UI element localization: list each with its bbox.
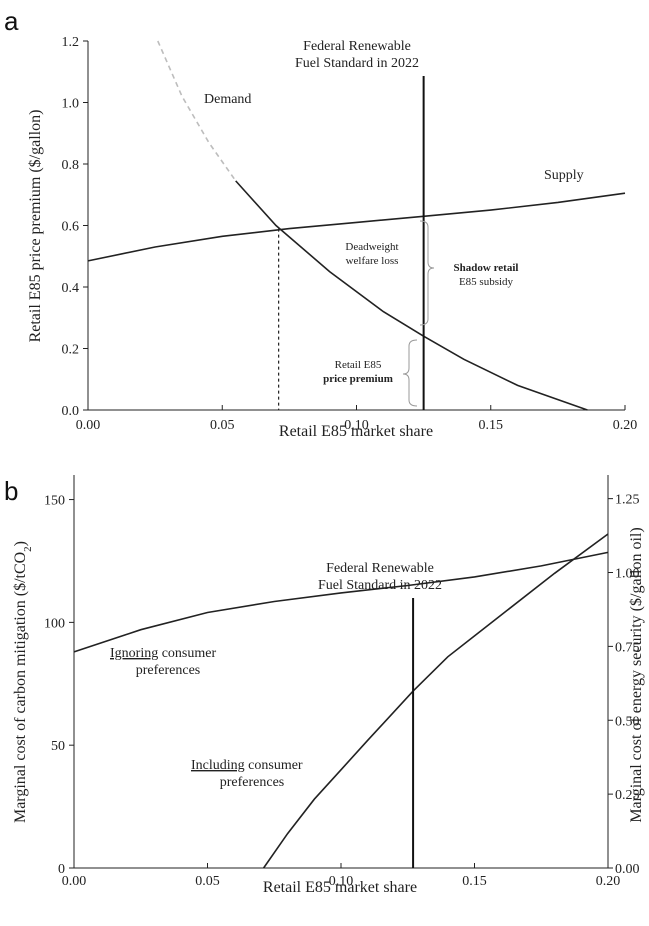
panel-a-demand-label: Demand bbox=[204, 92, 251, 107]
panel-a-x-tick-label: 0.00 bbox=[76, 418, 101, 433]
panel-a-y-tick-label: 0.0 bbox=[62, 404, 80, 419]
panel-b-x-tick-label: 0.20 bbox=[596, 874, 621, 889]
panel-b-ignoring-label-1: Ignoring consumer bbox=[110, 646, 216, 661]
panel-a-supply-label: Supply bbox=[544, 168, 584, 183]
panel-a-subsidy-label-2: E85 subsidy bbox=[459, 276, 514, 288]
panel-a-demand-extrapolated-line bbox=[157, 40, 237, 182]
panel-b-mandate-label-2: Fuel Standard in 2022 bbox=[318, 578, 442, 593]
panel-a-x-ticks: 0.00 0.05 0.10 0.15 0.20 bbox=[76, 405, 638, 433]
panel-b-ignoring-rest: consumer bbox=[158, 646, 216, 661]
panel-a-y-tick-label: 0.4 bbox=[62, 281, 80, 296]
panel-b-y2-tick-label: 1.25 bbox=[615, 493, 640, 508]
panel-b-including-rest: consumer bbox=[245, 758, 303, 773]
panel-a-plot: 0.00 0.05 0.10 0.15 0.20 0.0 0.2 0.4 0.6 0.8 1.0 1… bbox=[27, 35, 637, 440]
panel-a-demand-line bbox=[235, 180, 588, 411]
panel-a-y-tick-label: 1.2 bbox=[62, 35, 80, 50]
panel-b-y-axis-label-sub: 2 bbox=[22, 546, 34, 552]
panel-a-x-tick-label: 0.05 bbox=[210, 418, 235, 433]
panel-b-y2-tick-label: 1.00 bbox=[615, 567, 640, 582]
panel-a-dwl-label-1: Deadweight bbox=[345, 241, 398, 253]
panel-b-y2-tick-label: 0.50 bbox=[615, 714, 640, 729]
panel-b-y2-tick-label: 0.25 bbox=[615, 788, 640, 803]
panel-a-y-axis-label: Retail E85 price premium ($/gallon) bbox=[27, 110, 44, 343]
panel-b-including-label-1: Including consumer bbox=[191, 758, 303, 773]
panel-a-supply-line bbox=[87, 192, 626, 262]
panel-a-mandate-label-1: Federal Renewable bbox=[303, 39, 411, 54]
panel-a-y-tick-label: 1.0 bbox=[62, 97, 80, 112]
panel-a-subsidy-label-1: Shadow retail bbox=[454, 262, 519, 274]
panel-b-y2-axis-label: Marginal cost of energy security ($/gall… bbox=[628, 527, 645, 822]
panel-b-y-tick-label: 100 bbox=[44, 616, 65, 631]
panel-b-x-tick-label: 0.05 bbox=[195, 874, 220, 889]
panel-b-x-tick-label: 0.15 bbox=[462, 874, 487, 889]
panel-a-subsidy-brace bbox=[419, 220, 435, 326]
panel-b-y-ticks: 0 50 100 150 bbox=[44, 494, 74, 877]
panel-b-y-axis-label: Marginal cost of carbon mitigation ($/tC… bbox=[12, 541, 34, 823]
panel-b-including-line bbox=[262, 533, 609, 869]
panel-a-y-ticks: 0.0 0.2 0.4 0.6 0.8 1.0 1.2 bbox=[62, 35, 88, 419]
panel-b-y-axis-label-close: ) bbox=[12, 541, 29, 546]
panel-b-y-tick-label: 0 bbox=[58, 862, 65, 877]
panel-a-letter: a bbox=[4, 6, 19, 36]
panel-b-x-tick-label: 0.00 bbox=[62, 874, 87, 889]
panel-b-x-ticks: 0.00 0.05 0.10 0.15 0.20 bbox=[62, 863, 621, 889]
panel-a-y-tick-label: 0.8 bbox=[62, 158, 80, 173]
panel-b-y2-tick-label: 0.75 bbox=[615, 640, 640, 655]
panel-a-x-tick-label: 0.15 bbox=[479, 418, 504, 433]
panel-b-x-tick-label: 0.10 bbox=[329, 874, 354, 889]
panel-b-ignoring-line bbox=[73, 551, 609, 653]
panel-b-including-label-2: preferences bbox=[220, 775, 285, 790]
panel-b-mandate-label-1: Federal Renewable bbox=[326, 561, 434, 576]
panel-b-y-tick-label: 50 bbox=[51, 739, 65, 754]
panel-b-ignoring-label-2: preferences bbox=[136, 663, 201, 678]
panel-a-dwl-label-2: welfare loss bbox=[346, 255, 399, 267]
panel-a-mandate-label-2: Fuel Standard in 2022 bbox=[295, 56, 419, 71]
panel-a-x-axis-label: Retail E85 market share bbox=[279, 423, 433, 440]
panel-a-premium-brace bbox=[402, 339, 418, 407]
panel-b-y2-tick-label: 0.00 bbox=[615, 862, 640, 877]
panel-b-letter: b bbox=[4, 476, 18, 506]
panel-a-premium-label-1: Retail E85 bbox=[335, 359, 382, 371]
panel-a-y-tick-label: 0.6 bbox=[62, 220, 80, 235]
panel-b-y2-ticks: 0.00 0.25 0.50 0.75 1.00 1.25 bbox=[608, 493, 640, 877]
panel-a-premium-label-2: price premium bbox=[323, 373, 393, 385]
panel-a-y-tick-label: 0.2 bbox=[62, 343, 80, 358]
panel-b-y-tick-label: 150 bbox=[44, 494, 65, 509]
panel-b-ignoring-underlined: Ignoring bbox=[110, 646, 158, 661]
panel-b-x-axis-label: Retail E85 market share bbox=[263, 879, 417, 896]
panel-b-including-underlined: Including bbox=[191, 758, 245, 773]
panel-a-x-tick-label: 0.10 bbox=[344, 418, 369, 433]
panel-b-y-axis-label-main: Marginal cost of carbon mitigation ($/tC… bbox=[12, 552, 29, 823]
panel-a-x-tick-label: 0.20 bbox=[613, 418, 638, 433]
